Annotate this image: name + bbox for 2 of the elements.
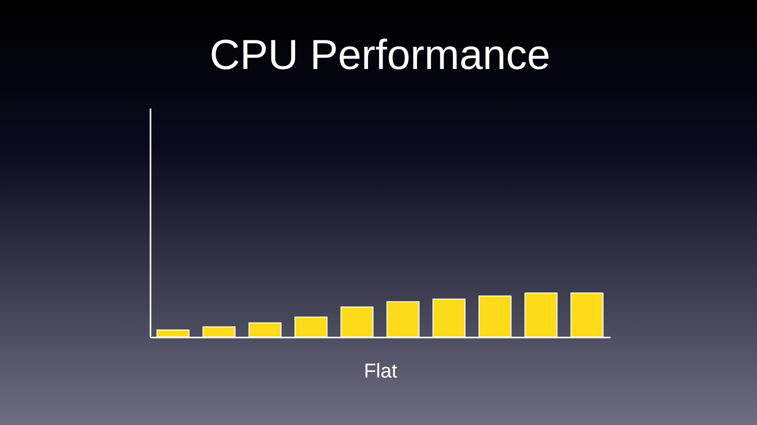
chart-title: CPU Performance: [210, 31, 550, 78]
x-axis-title: Flat: [364, 360, 398, 382]
